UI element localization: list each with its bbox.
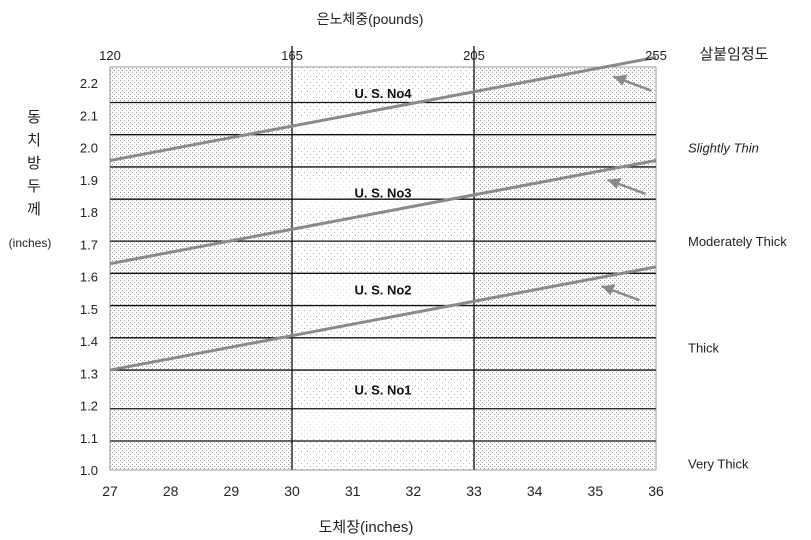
y-tick-label: 1.6	[80, 270, 98, 285]
y-axis: 1.0 1.1 1.2 1.3 1.4 1.5 1.6 1.7 1.8 1.9 2.0 2.1 2.2	[80, 76, 98, 478]
series-label-2: Thick	[688, 340, 720, 355]
top-axis: 120 165 205 255	[99, 48, 667, 63]
x-tick-label: 27	[102, 483, 118, 499]
x-axis: 27 28 29 30 31 32 33 34 35 36	[102, 483, 664, 499]
x-tick-label: 33	[466, 483, 482, 499]
y-axis-unit: (inches)	[9, 236, 52, 250]
series-label-3: Very Thick	[688, 457, 749, 472]
y-title-char: 치	[27, 132, 41, 149]
band-3	[292, 180, 474, 212]
x-tick-label: 31	[345, 483, 361, 499]
grade-label-3: U. S. No2	[354, 282, 411, 297]
series-label-0: Slightly Thin	[688, 141, 759, 156]
series-arrow-head-0	[613, 74, 628, 86]
plot-background	[110, 67, 656, 470]
y-tick-label: 1.4	[80, 334, 98, 349]
x-axis-title: 도체장(inches)	[319, 519, 414, 536]
top-tick-label: 165	[281, 48, 303, 63]
y-tick-label: 1.8	[80, 205, 98, 220]
series-line-0	[109, 55, 657, 162]
y-tick-label: 1.7	[80, 237, 98, 252]
y-title-char: 동	[27, 109, 41, 126]
x-tick-label: 36	[648, 483, 664, 499]
y-tick-label: 1.2	[80, 399, 98, 414]
x-tick-label: 35	[588, 483, 604, 499]
y-tick-label: 1.5	[80, 302, 98, 317]
series-lines	[109, 55, 657, 372]
y-tick-label: 2.0	[80, 141, 98, 156]
series-arrow-head-2	[601, 284, 616, 296]
y-title-char: 두	[27, 178, 41, 195]
y-tick-label: 2.2	[80, 76, 98, 91]
series-line-1	[109, 159, 657, 266]
series-labels: Slightly Thin Moderately Thick Thick Very T…	[688, 141, 787, 472]
y-title-char: 께	[27, 201, 41, 218]
y-tick-label: 1.9	[80, 173, 98, 188]
right-shaded-zone	[474, 67, 656, 470]
top-tick-label: 120	[99, 48, 121, 63]
y-tick-label: 1.3	[80, 366, 98, 381]
x-tick-label: 32	[406, 483, 422, 499]
grade-labels: U. S. No4 U. S. No3 U. S. No2 U. S. No1	[354, 86, 412, 398]
x-tick-label: 29	[224, 483, 240, 499]
series-label-1: Moderately Thick	[688, 234, 787, 249]
x-tick-label: 28	[163, 483, 179, 499]
grade-label-4: U. S. No1	[354, 382, 411, 397]
series-line-2	[109, 265, 657, 372]
grade-label-2: U. S. No3	[354, 186, 411, 201]
top-tick-label: 205	[463, 48, 485, 63]
plot-frame	[109, 66, 657, 471]
grade-label-1: U. S. No4	[354, 86, 412, 101]
top-right-label: 살붙임정도	[699, 46, 768, 63]
series-arrow-head-1	[607, 177, 622, 189]
y-title-char: 방	[27, 155, 41, 172]
band-1	[292, 342, 474, 373]
x-tick-label: 34	[527, 483, 543, 499]
band-2	[292, 277, 474, 308]
gridlines	[109, 46, 657, 471]
top-tick-label: 255	[645, 48, 667, 63]
y-tick-label: 2.1	[80, 108, 98, 123]
y-tick-label: 1.0	[80, 463, 98, 478]
band-0	[292, 406, 474, 437]
y-tick-label: 1.1	[80, 431, 98, 446]
x-tick-label: 30	[284, 483, 300, 499]
left-shaded-zone	[110, 67, 292, 470]
top-title: 은노체중(pounds)	[317, 11, 424, 27]
